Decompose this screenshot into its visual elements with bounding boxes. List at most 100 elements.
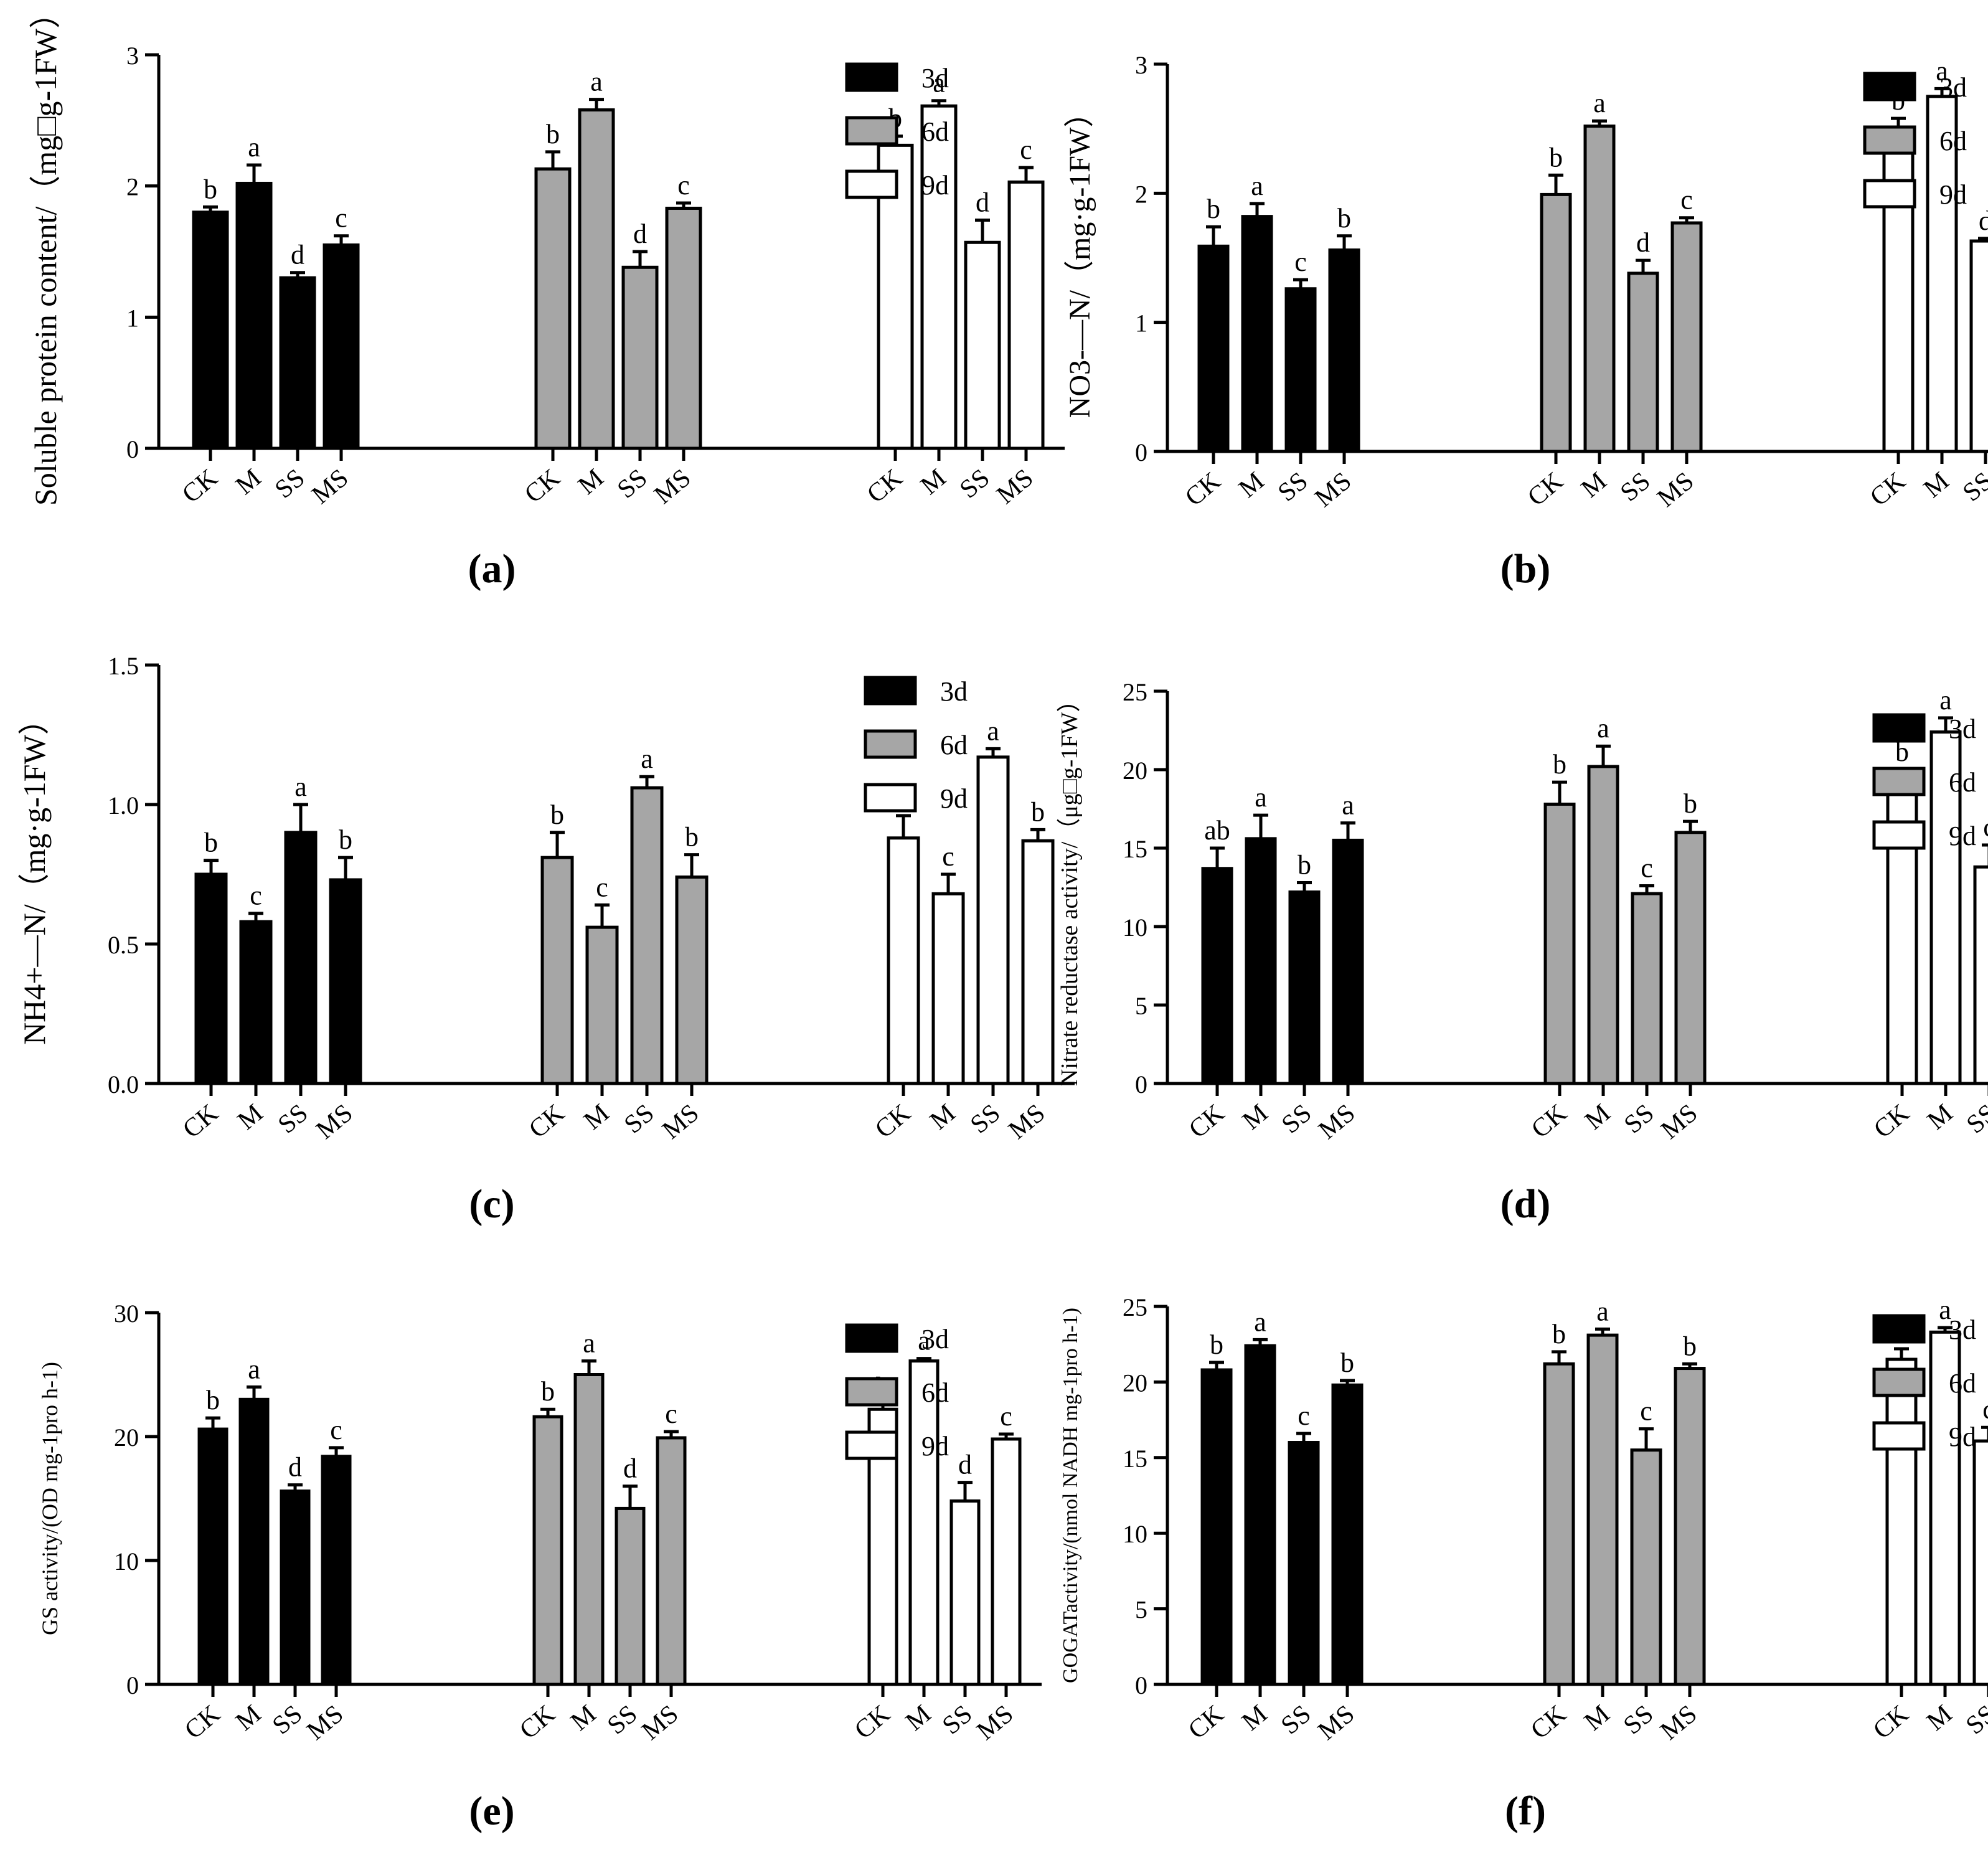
bar-3d-ms (1332, 838, 1364, 1085)
bar-3d-m (235, 181, 273, 450)
x-tick-label: CK (177, 1098, 224, 1144)
bar-6d-ms (1670, 221, 1703, 453)
significance-letter: d (1636, 227, 1650, 258)
x-tick-label: MS (1309, 466, 1357, 512)
y-tick-label: 10 (1123, 1520, 1147, 1548)
error-bar (589, 98, 604, 110)
y-tick-label: 0 (1135, 438, 1147, 466)
y-tick-label: 10 (1123, 913, 1147, 942)
legend-swatch-3d (845, 62, 898, 92)
significance-letter: a (248, 1354, 260, 1384)
error-bar (1253, 1338, 1268, 1346)
error-bar (1683, 819, 1698, 833)
x-tick-label: CK (1868, 1699, 1914, 1745)
x-tick-label: CK (179, 1699, 225, 1745)
significance-letter: d (633, 219, 647, 249)
significance-letter: b (1207, 194, 1220, 224)
error-bar (639, 775, 654, 788)
bar-9d-ss (1973, 865, 1988, 1085)
bar-6d-ck (540, 856, 574, 1085)
y-tick-label: 15 (1123, 835, 1147, 863)
legend-label-6d: 6d (1939, 126, 1967, 156)
error-bar (204, 859, 219, 874)
y-tick-label: 20 (1123, 1369, 1147, 1397)
significance-letter: c (330, 1415, 342, 1445)
x-tick-label: SS (1276, 1699, 1316, 1740)
x-tick-label: SS (1615, 466, 1656, 507)
error-bar (1938, 1326, 1953, 1333)
y-tick-label: 15 (1123, 1445, 1147, 1473)
bar-3d-m (1241, 215, 1273, 453)
y-tick-label: 0.0 (108, 1070, 139, 1098)
error-bar (1340, 821, 1355, 841)
legend-label-6d: 6d (1949, 1368, 1976, 1399)
x-tick-label: SS (965, 1098, 1006, 1139)
y-tick-label: 30 (114, 1300, 139, 1328)
significance-letter: b (1340, 1348, 1354, 1378)
bar-6d-ms (665, 206, 702, 450)
bar-9d-m (920, 104, 958, 450)
legend-label-6d: 6d (1949, 767, 1976, 798)
x-tick-label: M (232, 1098, 268, 1135)
significance-letter: c (1294, 247, 1307, 277)
significance-letter: b (206, 1385, 220, 1415)
legend-swatch-6d (845, 1377, 898, 1407)
x-tick-label: SS (1961, 1098, 1988, 1139)
x-tick-label: MS (636, 1699, 684, 1745)
y-tick-label: 0 (1135, 1070, 1147, 1098)
y-tick-label: 1 (126, 304, 139, 332)
legend-label-9d: 9d (1949, 1422, 1976, 1452)
bar-9d-ss (1972, 1439, 1988, 1686)
significance-letter: a (583, 1328, 595, 1359)
error-bar (1250, 202, 1265, 217)
significance-letter: b (339, 824, 352, 855)
panel-label: (f) (1505, 1788, 1546, 1834)
significance-letter: a (1597, 713, 1609, 744)
significance-letter: b (1549, 142, 1563, 172)
bar-3d-m (238, 1397, 270, 1686)
significance-letter: a (918, 1326, 930, 1356)
y-tick-label: 3 (1135, 51, 1147, 79)
bar-6d-m (1586, 1333, 1619, 1686)
error-bar (664, 1430, 679, 1438)
error-bar (248, 912, 263, 922)
error-bar (684, 853, 699, 877)
x-tick-label: MS (991, 463, 1039, 509)
significance-letter: b (1683, 1331, 1697, 1361)
x-tick-label: MS (1656, 1098, 1703, 1145)
y-tick-label: 0 (126, 1671, 139, 1699)
y-tick-label: 5 (1135, 1596, 1147, 1624)
bar-6d-ms (675, 875, 709, 1085)
x-tick-label: MS (657, 1098, 704, 1145)
legend-swatch-3d (1872, 713, 1926, 743)
y-tick-label: 0.5 (108, 931, 139, 959)
legend-label-3d: 3d (1949, 714, 1976, 744)
error-bar (1340, 1379, 1355, 1386)
significance-letter: c (1641, 852, 1653, 883)
x-tick-label: M (915, 463, 951, 500)
x-tick-label: SS (270, 463, 310, 504)
x-tick-label: CK (849, 1699, 895, 1745)
bar-6d-ck (1543, 1362, 1575, 1686)
bar-6d-ck (534, 167, 572, 450)
bar-3d-ms (329, 878, 362, 1085)
y-tick-label: 2 (1135, 180, 1147, 208)
x-tick-label: M (1580, 1098, 1616, 1135)
legend-label-9d: 9d (940, 783, 968, 814)
y-axis-title: Nitrate reductase activity/（μg□g-1FW） (1057, 689, 1083, 1086)
significance-letter: a (1939, 1295, 1951, 1325)
x-tick-label: M (230, 463, 266, 500)
x-tick-label: SS (1619, 1098, 1659, 1139)
error-bar (931, 99, 946, 106)
legend-swatch-6d (864, 729, 917, 759)
bar-9d-m (1929, 1330, 1961, 1686)
error-bar (1982, 843, 1988, 867)
bar-9d-ms (1021, 839, 1055, 1085)
x-tick-label: SS (267, 1699, 308, 1740)
legend-swatch-6d (1872, 767, 1926, 796)
bar-6d-ss (630, 786, 664, 1085)
error-bar (1548, 173, 1563, 195)
x-tick-label: MS (1003, 1098, 1050, 1145)
error-bar (1639, 1427, 1654, 1450)
